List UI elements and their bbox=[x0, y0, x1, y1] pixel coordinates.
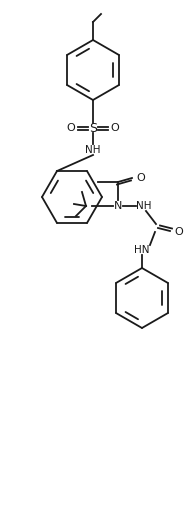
Text: O: O bbox=[136, 173, 145, 183]
Text: N: N bbox=[114, 201, 122, 211]
Text: NH: NH bbox=[136, 201, 152, 211]
Text: S: S bbox=[89, 121, 97, 134]
Text: NH: NH bbox=[85, 145, 101, 155]
Text: O: O bbox=[111, 123, 119, 133]
Text: O: O bbox=[174, 227, 183, 237]
Text: O: O bbox=[67, 123, 75, 133]
Text: HN: HN bbox=[134, 245, 150, 255]
